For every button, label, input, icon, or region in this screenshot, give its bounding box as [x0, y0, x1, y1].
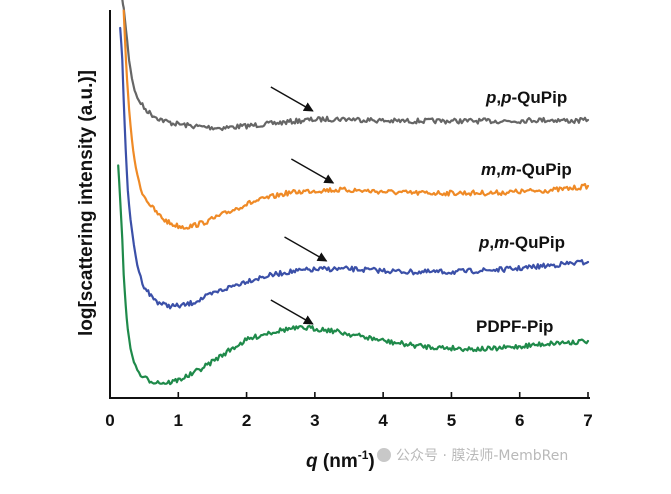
- series-label-part: ,: [496, 88, 501, 107]
- series-label-part: p: [478, 233, 489, 252]
- series-layer: [117, 0, 590, 386]
- series-label-part: m: [494, 233, 509, 252]
- series-label-part: -QuPip: [512, 88, 568, 107]
- x-tick-label: 3: [310, 411, 319, 430]
- x-tick-label: 6: [515, 411, 524, 430]
- series-label-part: -QuPip: [516, 160, 572, 179]
- x-tick-label: 0: [105, 411, 114, 430]
- watermark: 公众号 · 膜法师-MembRen: [377, 448, 568, 464]
- peak-arrow-icon: [284, 236, 328, 262]
- watermark-logo-icon: [377, 448, 391, 462]
- x-axis-title-symbol: q: [306, 451, 318, 472]
- series-label-part: ,: [496, 160, 501, 179]
- x-tick-label: 7: [583, 411, 592, 430]
- series-label-1: m,m-QuPip: [481, 160, 572, 179]
- series-label-part: m: [481, 160, 496, 179]
- series-line-1: [122, 9, 590, 230]
- series-line-0: [121, 0, 590, 132]
- peak-arrow-icon: [270, 86, 314, 112]
- series-label-part: p: [485, 88, 496, 107]
- series-label-part: m: [501, 160, 516, 179]
- x-axis-title-unit: (nm: [318, 451, 358, 472]
- x-axis-title-exponent: -1: [358, 448, 369, 462]
- peak-arrow-icon: [270, 299, 314, 325]
- y-axis-title: log[scattering intensity (a.u.)]: [76, 70, 97, 336]
- series-label-part: p: [500, 88, 511, 107]
- peak-arrow-icon: [290, 158, 335, 184]
- x-axis-title-close: ): [368, 451, 374, 472]
- series-label-2: p,m-QuPip: [478, 233, 565, 252]
- series-line-2: [119, 26, 590, 310]
- x-tick-label: 2: [242, 411, 251, 430]
- series-label-part: -QuPip: [509, 233, 565, 252]
- x-tick-layer: 0 1 2 3 4 5 6 7: [105, 392, 593, 430]
- x-tick-label: 4: [378, 411, 388, 430]
- series-label-part: ,: [489, 233, 494, 252]
- watermark-text: 公众号 · 膜法师-MembRen: [396, 448, 568, 464]
- series-label-part: PDPF-Pip: [476, 317, 553, 336]
- series-label-0: p,p-QuPip: [485, 88, 567, 107]
- series-label-3: PDPF-Pip: [476, 317, 553, 336]
- x-axis-title: q (nm-1): [306, 448, 375, 472]
- series-line-3: [117, 164, 590, 386]
- x-tick-label: 5: [447, 411, 456, 430]
- x-tick-label: 1: [174, 411, 183, 430]
